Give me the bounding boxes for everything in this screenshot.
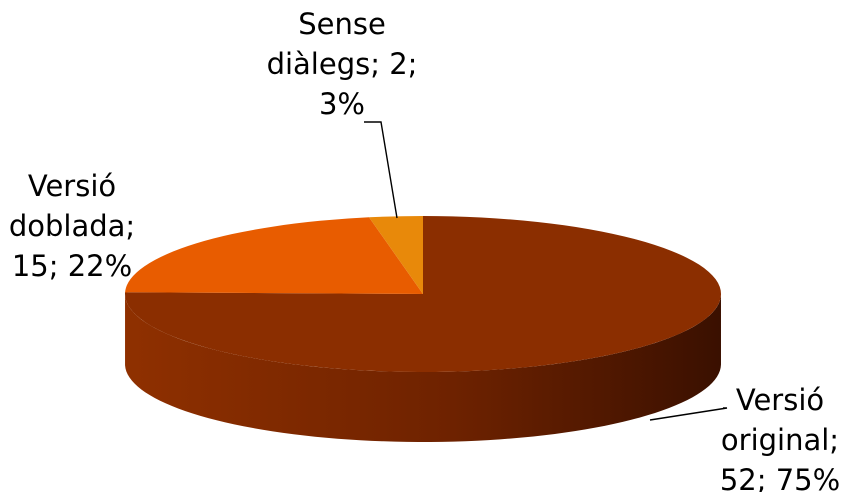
data-label-line: 52; 75% xyxy=(720,463,840,492)
pie-data-labels: Versió original; 52; 75% Versió doblada; 15; … xyxy=(9,7,840,496)
pie-sides xyxy=(125,294,721,442)
pie-side-versi-original xyxy=(125,294,721,442)
data-label-line: 3% xyxy=(319,87,365,121)
data-label-line: diàlegs; 2; xyxy=(267,47,418,81)
pie-top xyxy=(125,216,722,372)
pie-slice-versi-original xyxy=(125,216,722,372)
pie-leader-lines xyxy=(364,121,728,421)
data-label-line: Versió xyxy=(736,383,824,417)
pie-slice-versi-doblada xyxy=(125,217,423,294)
leader-line xyxy=(649,407,728,421)
data-label-sense-di-legs: Sense diàlegs; 2; 3% xyxy=(267,7,418,121)
leader-line xyxy=(364,121,398,219)
pie-slice-sense-di-legs xyxy=(369,216,423,294)
data-label-line: original; xyxy=(721,423,839,457)
data-label-versi-original: Versió original; 52; 75% xyxy=(720,383,840,492)
data-label-line: doblada; xyxy=(9,209,135,243)
data-label-versi-doblada: Versió doblada; 15; 22% xyxy=(9,169,135,283)
data-label-line: Sense xyxy=(298,7,386,41)
data-label-line: Versió xyxy=(28,169,116,203)
data-label-line: 15; 22% xyxy=(12,249,132,283)
